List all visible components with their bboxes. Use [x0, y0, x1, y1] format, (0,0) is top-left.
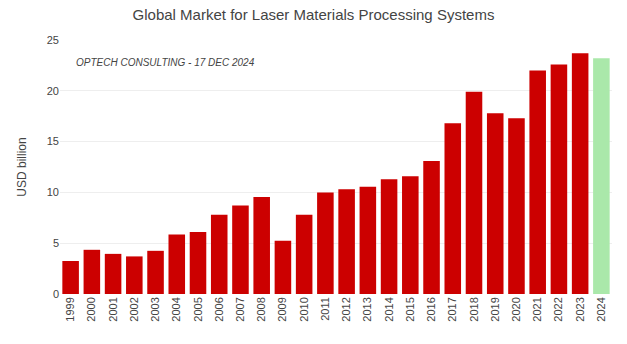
svg-text:2005: 2005: [192, 297, 204, 321]
svg-text:2002: 2002: [128, 297, 140, 321]
svg-text:2019: 2019: [489, 297, 501, 321]
svg-text:5: 5: [53, 237, 59, 249]
svg-text:10: 10: [47, 186, 59, 198]
svg-text:15: 15: [47, 135, 59, 147]
svg-text:2023: 2023: [574, 297, 586, 321]
svg-text:2022: 2022: [552, 297, 564, 321]
svg-text:25: 25: [47, 34, 59, 46]
svg-text:2000: 2000: [85, 297, 97, 321]
svg-text:2007: 2007: [234, 297, 246, 321]
svg-text:1999: 1999: [64, 297, 76, 321]
svg-text:2004: 2004: [170, 297, 182, 321]
svg-text:2011: 2011: [319, 297, 331, 321]
svg-text:2010: 2010: [298, 297, 310, 321]
svg-text:2024: 2024: [595, 297, 607, 321]
svg-text:2013: 2013: [361, 297, 373, 321]
svg-text:OPTECH CONSULTING - 17 DEC 202: OPTECH CONSULTING - 17 DEC 2024: [76, 57, 255, 68]
svg-text:2006: 2006: [213, 297, 225, 321]
svg-text:2009: 2009: [276, 297, 288, 321]
svg-text:2014: 2014: [383, 297, 395, 321]
svg-text:USD billion: USD billion: [15, 137, 29, 196]
svg-text:0: 0: [53, 288, 59, 300]
svg-text:2017: 2017: [446, 297, 458, 321]
svg-text:2018: 2018: [468, 297, 480, 321]
svg-text:2016: 2016: [425, 297, 437, 321]
svg-text:20: 20: [47, 85, 59, 97]
svg-text:2020: 2020: [510, 297, 522, 321]
svg-text:2001: 2001: [107, 297, 119, 321]
svg-text:Global Market for Laser Materi: Global Market for Laser Materials Proces…: [133, 6, 495, 23]
svg-text:2021: 2021: [531, 297, 543, 321]
svg-text:2008: 2008: [255, 297, 267, 321]
svg-text:2015: 2015: [404, 297, 416, 321]
svg-text:2012: 2012: [340, 297, 352, 321]
svg-text:2003: 2003: [149, 297, 161, 321]
